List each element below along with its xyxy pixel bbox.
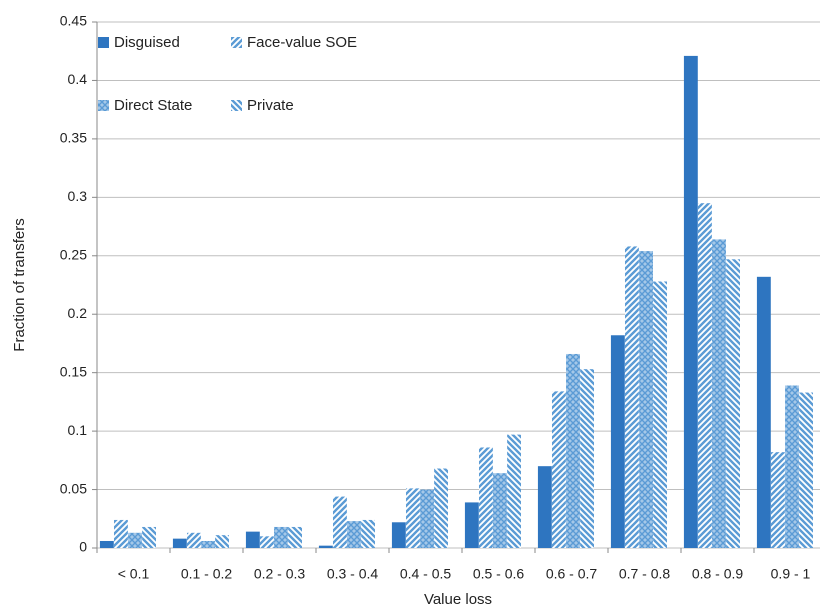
legend-swatch (98, 100, 109, 111)
bar (142, 526, 156, 548)
legend-label: Disguised (114, 34, 180, 51)
x-tick-label: 0.5 - 0.6 (473, 566, 525, 582)
bar (726, 259, 740, 548)
bar (683, 55, 698, 549)
bar (288, 526, 302, 548)
bar (186, 532, 201, 548)
bar (405, 488, 420, 548)
bar (493, 473, 507, 548)
legend-label: Private (247, 97, 294, 114)
bar (610, 335, 625, 548)
x-tick-label: 0.7 - 0.8 (619, 566, 671, 582)
bar (639, 251, 653, 548)
bar (697, 203, 712, 548)
bar (274, 526, 288, 548)
x-tick-label: 0.6 - 0.7 (546, 566, 598, 582)
bar (347, 521, 361, 548)
bar (332, 496, 347, 548)
bar (580, 369, 594, 548)
y-tick-label: 0.05 (60, 480, 87, 496)
legend-swatch (98, 37, 109, 48)
x-axis-label: Value loss (424, 591, 492, 608)
x-tick-label: 0.2 - 0.3 (254, 566, 306, 582)
bar (128, 532, 142, 548)
bar (712, 239, 726, 548)
y-axis-label: Fraction of transfers (11, 218, 28, 351)
x-tick-label: 0.8 - 0.9 (692, 566, 744, 582)
bar (113, 519, 128, 548)
bar (434, 468, 448, 548)
y-tick-label: 0.4 (68, 71, 88, 87)
bar (99, 540, 114, 548)
y-tick-label: 0.2 (68, 305, 88, 321)
x-tick-label: 0.9 - 1 (771, 566, 811, 582)
bar (507, 434, 521, 548)
legend-swatch (231, 100, 242, 111)
y-tick-label: 0.25 (60, 246, 87, 262)
y-tick-label: 0.35 (60, 130, 87, 146)
bar (478, 447, 493, 548)
legend-label: Face-value SOE (247, 34, 357, 51)
y-tick-label: 0 (79, 539, 87, 555)
bar (770, 452, 785, 548)
bar (420, 489, 434, 548)
bar (361, 519, 375, 548)
legend-label: Direct State (114, 97, 192, 114)
bar (537, 466, 552, 548)
y-tick-label: 0.3 (68, 188, 88, 204)
legend-swatch (231, 37, 242, 48)
bar (799, 392, 813, 548)
x-tick-label: 0.1 - 0.2 (181, 566, 233, 582)
y-tick-label: 0.15 (60, 363, 87, 379)
bar (551, 391, 566, 548)
x-tick-label: < 0.1 (118, 566, 150, 582)
bar (215, 535, 229, 548)
bar (624, 246, 639, 548)
bar (756, 276, 771, 548)
bar (566, 353, 580, 548)
bar (391, 522, 406, 548)
x-tick-label: 0.3 - 0.4 (327, 566, 379, 582)
bar (259, 536, 274, 548)
bar (201, 540, 215, 548)
y-tick-label: 0.45 (60, 13, 87, 29)
x-tick-label: 0.4 - 0.5 (400, 566, 452, 582)
y-tick-label: 0.1 (68, 422, 88, 438)
bar (464, 502, 479, 548)
bar (653, 281, 667, 548)
bar (318, 545, 333, 548)
bar (172, 538, 187, 548)
bar (245, 531, 260, 548)
bar (785, 385, 799, 548)
